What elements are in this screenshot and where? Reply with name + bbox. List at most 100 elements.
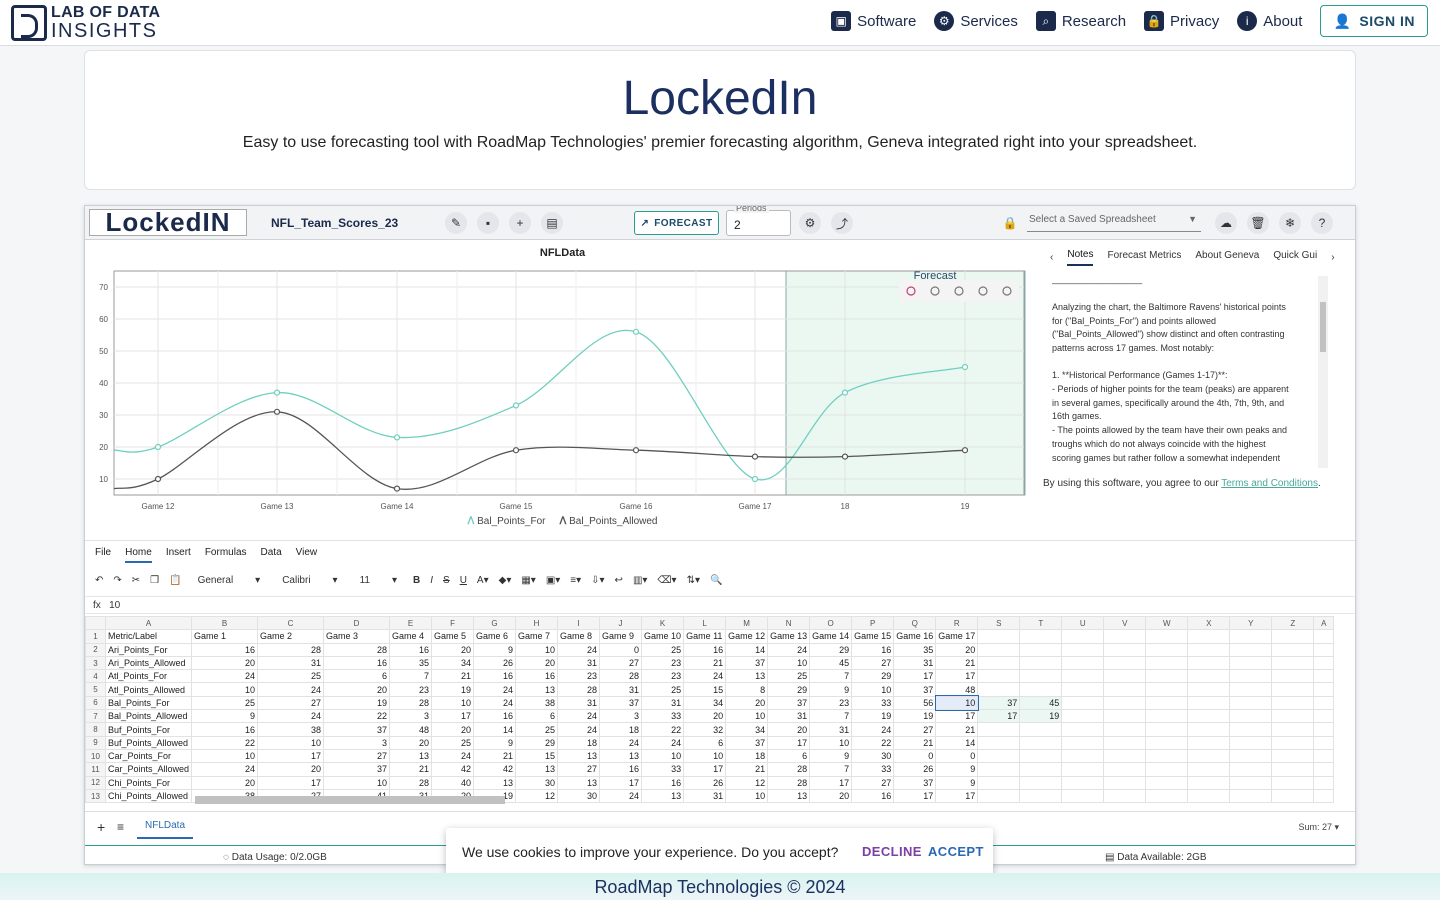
cell[interactable]: 42 (473, 762, 517, 777)
cell[interactable]: 25 (515, 722, 559, 737)
periods-input[interactable]: Periods 2 (726, 206, 791, 236)
cell[interactable]: 25 (767, 669, 811, 684)
cell[interactable] (977, 629, 1021, 644)
delete-icon[interactable]: 🗑 (1247, 212, 1269, 234)
column-header[interactable]: M (725, 615, 769, 631)
cell[interactable]: 9 (935, 775, 979, 790)
cell[interactable]: Bal_Points_Allowed (104, 709, 193, 724)
paste-icon[interactable]: 📋 (169, 574, 182, 586)
cell[interactable] (1271, 709, 1315, 724)
column-header[interactable]: V (1103, 615, 1147, 631)
cell[interactable]: 18 (557, 735, 601, 750)
cell[interactable]: 21 (935, 655, 979, 671)
cell[interactable]: Chi_Points_Allowed (104, 788, 193, 804)
cell[interactable]: 17 (767, 735, 811, 750)
cell[interactable]: 28 (389, 775, 433, 790)
cell[interactable]: 10 (431, 695, 475, 711)
cell[interactable]: 14 (935, 735, 979, 750)
nav-about[interactable]: i About (1237, 11, 1302, 31)
cell[interactable]: 17 (431, 709, 475, 724)
cell[interactable]: 30 (515, 775, 559, 790)
cell[interactable]: 10 (725, 709, 769, 724)
cell[interactable] (1145, 788, 1189, 804)
cell[interactable] (1271, 748, 1315, 764)
row-number[interactable]: 8 (85, 722, 106, 737)
grid-corner[interactable] (85, 615, 106, 631)
cell[interactable]: Buf_Points_Allowed (104, 735, 193, 750)
cell[interactable]: Game 15 (851, 629, 895, 644)
cell[interactable]: Bal_Points_For (104, 695, 193, 711)
cell[interactable]: 21 (893, 735, 937, 750)
column-header[interactable]: C (257, 615, 325, 631)
cell[interactable]: 8 (725, 682, 769, 697)
cell[interactable]: 24 (599, 735, 643, 750)
cell[interactable]: 7 (389, 669, 433, 684)
cell[interactable] (1229, 735, 1273, 750)
cell[interactable] (1061, 788, 1105, 804)
tab-quick-guide[interactable]: Quick Gui (1273, 249, 1318, 261)
cell[interactable]: 15 (515, 748, 559, 764)
cell[interactable] (1313, 695, 1335, 711)
cell[interactable] (1019, 669, 1063, 684)
cell[interactable] (1103, 682, 1147, 697)
number-format-select[interactable]: General ▾ (197, 574, 261, 586)
column-header[interactable]: N (767, 615, 811, 631)
cell[interactable] (1229, 642, 1273, 657)
nav-privacy[interactable]: 🔒 Privacy (1144, 11, 1219, 31)
cell[interactable]: 48 (389, 722, 433, 737)
borders-icon[interactable]: ▦▾ (521, 574, 536, 586)
cell[interactable] (1061, 695, 1105, 711)
cell[interactable] (1145, 735, 1189, 750)
cell[interactable] (1271, 669, 1315, 684)
zoom-out-icon[interactable] (954, 286, 964, 296)
cell[interactable]: 24 (851, 722, 895, 737)
cell[interactable]: 24 (431, 748, 475, 764)
cell[interactable]: 33 (641, 762, 685, 777)
cell[interactable]: 10 (725, 788, 769, 804)
column-header[interactable]: W (1145, 615, 1189, 631)
cell[interactable]: 20 (935, 642, 979, 657)
cell[interactable] (1271, 775, 1315, 790)
cell[interactable]: 10 (191, 682, 259, 697)
cell[interactable]: 10 (767, 655, 811, 671)
cell[interactable]: 29 (767, 682, 811, 697)
cell[interactable]: 17 (683, 762, 727, 777)
cell[interactable]: 30 (851, 748, 895, 764)
column-header[interactable]: A (104, 615, 193, 631)
cell[interactable]: Game 7 (515, 629, 559, 644)
cell[interactable] (1229, 695, 1273, 711)
cell[interactable]: Game 11 (683, 629, 727, 644)
cell[interactable]: Game 17 (935, 629, 979, 644)
cell[interactable] (1061, 709, 1105, 724)
cell[interactable]: Ari_Points_Allowed (104, 655, 193, 671)
cell[interactable]: 24 (257, 709, 325, 724)
cell[interactable] (977, 748, 1021, 764)
column-header[interactable]: P (851, 615, 895, 631)
cell[interactable]: 40 (431, 775, 475, 790)
legend-item-points-allowed[interactable]: ᐱ Bal_Points_Allowed (559, 516, 658, 527)
cell[interactable]: 24 (473, 682, 517, 697)
cell[interactable]: 37 (323, 762, 391, 777)
cell[interactable]: 42 (431, 762, 475, 777)
analytics-icon[interactable]: ⤴ (831, 212, 853, 234)
cut-icon[interactable]: ✂ (131, 574, 141, 586)
cell[interactable] (1187, 735, 1231, 750)
italic-icon[interactable]: I (430, 574, 434, 586)
cell[interactable]: 22 (191, 735, 259, 750)
cell[interactable]: 20 (191, 655, 259, 671)
cell[interactable]: 16 (851, 642, 895, 657)
cell[interactable] (1187, 722, 1231, 737)
cell[interactable]: 17 (257, 775, 325, 790)
find-icon[interactable]: 🔍 (709, 574, 723, 586)
cell[interactable]: 24 (191, 669, 259, 684)
cell[interactable]: 31 (809, 722, 853, 737)
cell[interactable]: 25 (257, 669, 325, 684)
cell[interactable]: 18 (599, 722, 643, 737)
cell[interactable] (1103, 695, 1147, 711)
cell[interactable]: 35 (893, 642, 937, 657)
cell[interactable]: 17 (977, 709, 1021, 724)
cell[interactable]: 12 (725, 775, 769, 790)
cell[interactable]: 16 (683, 642, 727, 657)
cell[interactable]: Atl_Points_Allowed (104, 682, 193, 697)
column-header[interactable]: J (599, 615, 643, 631)
